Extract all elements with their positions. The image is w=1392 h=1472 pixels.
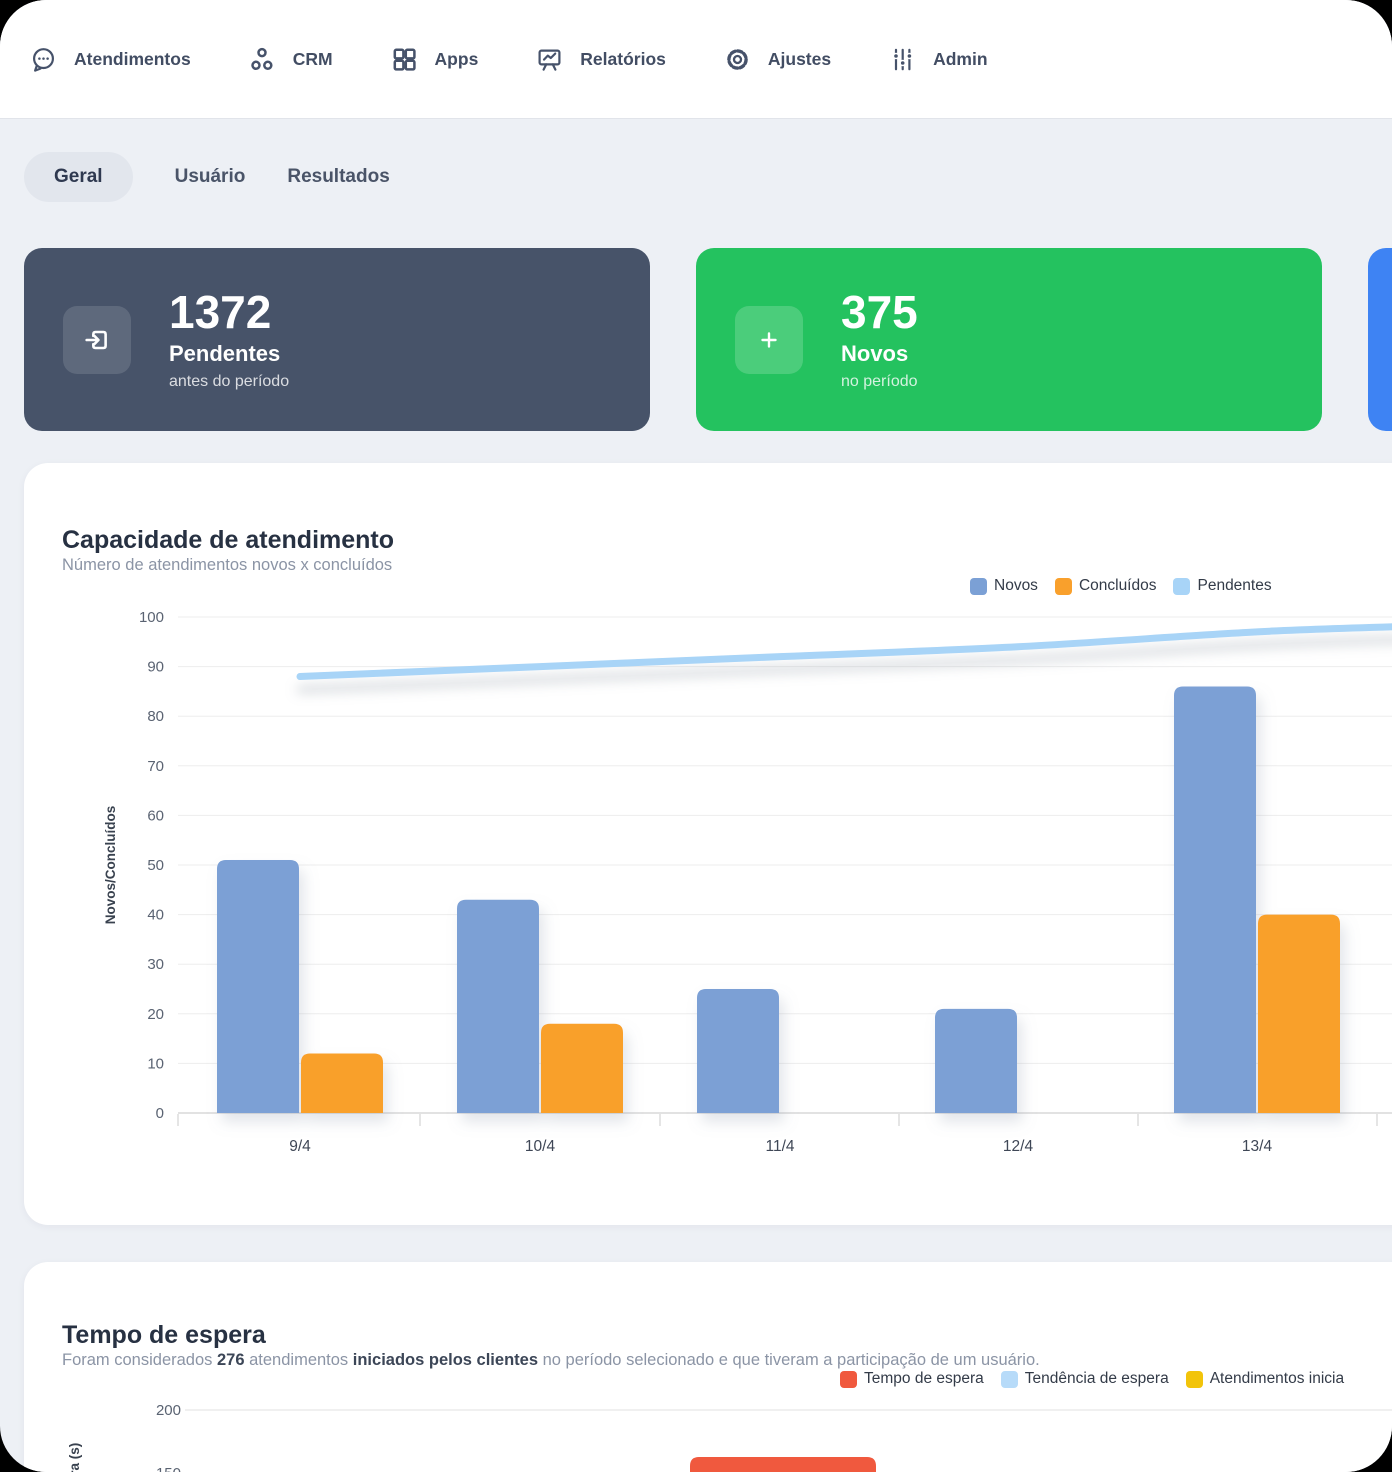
nav-item-apps[interactable]: Apps [391,46,479,73]
nav-label: Admin [933,48,988,69]
tab-geral[interactable]: Geral [24,152,133,202]
svg-text:50: 50 [147,857,164,874]
stat-text: 1372 Pendentes antes do período [169,288,289,391]
stat-sublabel: no período [841,373,918,391]
svg-text:90: 90 [147,659,164,676]
capacidade-chart: 0 10 20 30 40 50 60 70 80 90 100 9/4 10/4 11/4 12/4 13/… [103,609,1392,1155]
legend-label: Atendimentos inicia [1209,1370,1345,1387]
chart-legend: Novos Concluídos Pendentes [970,577,1272,595]
svg-text:10/4: 10/4 [525,1138,556,1155]
svg-text:Novos/Concluídos: Novos/Concluídos [103,806,118,925]
legend-item-atendimentos-iniciados[interactable]: Atendimentos inicia [1185,1370,1345,1388]
stat-sublabel: antes do período [169,373,290,391]
svg-text:40: 40 [147,907,164,924]
sliders-icon [892,48,913,70]
plus-icon [735,305,803,374]
nav-label: CRM [292,48,333,69]
svg-text:150: 150 [156,1465,181,1472]
svg-text:0: 0 [156,1105,164,1122]
svg-text:80: 80 [147,708,164,725]
legend-item-tendencia[interactable]: Tendência de espera [1000,1370,1169,1388]
nav-item-relatorios[interactable]: Relatórios [536,46,666,73]
legend-label: Tendência de espera [1024,1370,1169,1387]
nav-label: Apps [434,48,479,69]
top-navbar: Atendimentos CRM Apps [0,0,1392,118]
network-icon [250,47,273,70]
svg-text:70: 70 [147,758,164,775]
legend-swatch [1000,1370,1018,1388]
svg-text:9/4: 9/4 [289,1138,311,1155]
legend-item-pendentes[interactable]: Pendentes [1173,577,1272,595]
svg-text:20: 20 [147,1006,164,1023]
stat-card-pendentes: 1372 Pendentes antes do período [24,248,650,431]
svg-text:100: 100 [139,609,164,626]
chart-card-capacidade: 0 10 20 30 40 50 60 70 80 90 100 9/4 10/4 11/4 12/4 13/… [24,463,1392,1225]
svg-text:200: 200 [156,1402,181,1419]
enter-icon [63,305,131,374]
view-tabs: Geral Usuário Resultados [24,152,390,202]
legend-swatch [840,1370,857,1388]
nav-item-admin[interactable]: Admin [889,46,988,73]
legend-item-tempo-espera[interactable]: Tempo de espera [840,1370,984,1388]
legend-swatch [970,577,987,595]
chart-subtitle: Número de atendimentos novos x concluído… [62,555,393,574]
chart-legend: Tempo de espera Tendência de espera Aten… [840,1370,1344,1388]
nav-label: Atendimentos [74,48,191,69]
nav-label: Relatórios [580,48,666,69]
svg-text:30: 30 [147,956,164,973]
nav-item-ajustes[interactable]: Ajustes [724,46,831,73]
chart-subtitle: Foram considerados 276 atendimentos inic… [62,1350,1040,1369]
svg-text:11/4: 11/4 [765,1138,794,1155]
chart-card-tempo-espera: 200 150 Tempo de espera (s) Tempo de esper… [24,1262,1392,1472]
legend-swatch [1185,1370,1203,1388]
svg-text:12/4: 12/4 [1003,1138,1034,1155]
legend-label: Novos [994,577,1038,594]
legend-label: Pendentes [1197,577,1272,594]
stat-label: Novos [841,341,909,367]
svg-text:60: 60 [147,807,164,824]
legend-swatch [1173,577,1191,595]
stat-value: 1372 [169,285,272,338]
stat-label: Pendentes [169,341,281,367]
tempo-espera-chart: 200 150 Tempo de espera (s) [67,1402,1392,1472]
legend-swatch [1054,577,1072,595]
svg-text:Tempo de espera (s): Tempo de espera (s) [67,1443,82,1472]
legend-item-concluidos[interactable]: Concluídos [1054,577,1157,595]
legend-label: Concluídos [1078,577,1157,594]
legend-item-novos[interactable]: Novos [970,577,1038,595]
presentation-chart-icon [538,48,561,71]
tab-usuario[interactable]: Usuário [174,166,246,187]
nav-item-crm[interactable]: CRM [249,46,333,73]
svg-text:10: 10 [147,1055,164,1072]
stat-card-partial-blue [1368,248,1392,431]
gear-icon [727,48,748,70]
legend-label: Tempo de espera [864,1370,984,1387]
stat-text: 375 Novos no período [841,288,918,391]
stat-value: 375 [841,285,918,338]
nav-item-atendimentos[interactable]: Atendimentos [30,46,191,73]
grid-icon [393,48,416,71]
chart-title: Capacidade de atendimento [62,525,395,554]
tab-resultados[interactable]: Resultados [287,166,390,187]
chat-icon [33,47,54,72]
svg-text:13/4: 13/4 [1242,1138,1273,1155]
stat-card-novos: 375 Novos no período [696,248,1322,431]
stat-cards-row: 1372 Pendentes antes do período 375 Novo… [24,248,1392,431]
nav-label: Ajustes [767,48,832,69]
chart-title: Tempo de espera [62,1320,266,1349]
